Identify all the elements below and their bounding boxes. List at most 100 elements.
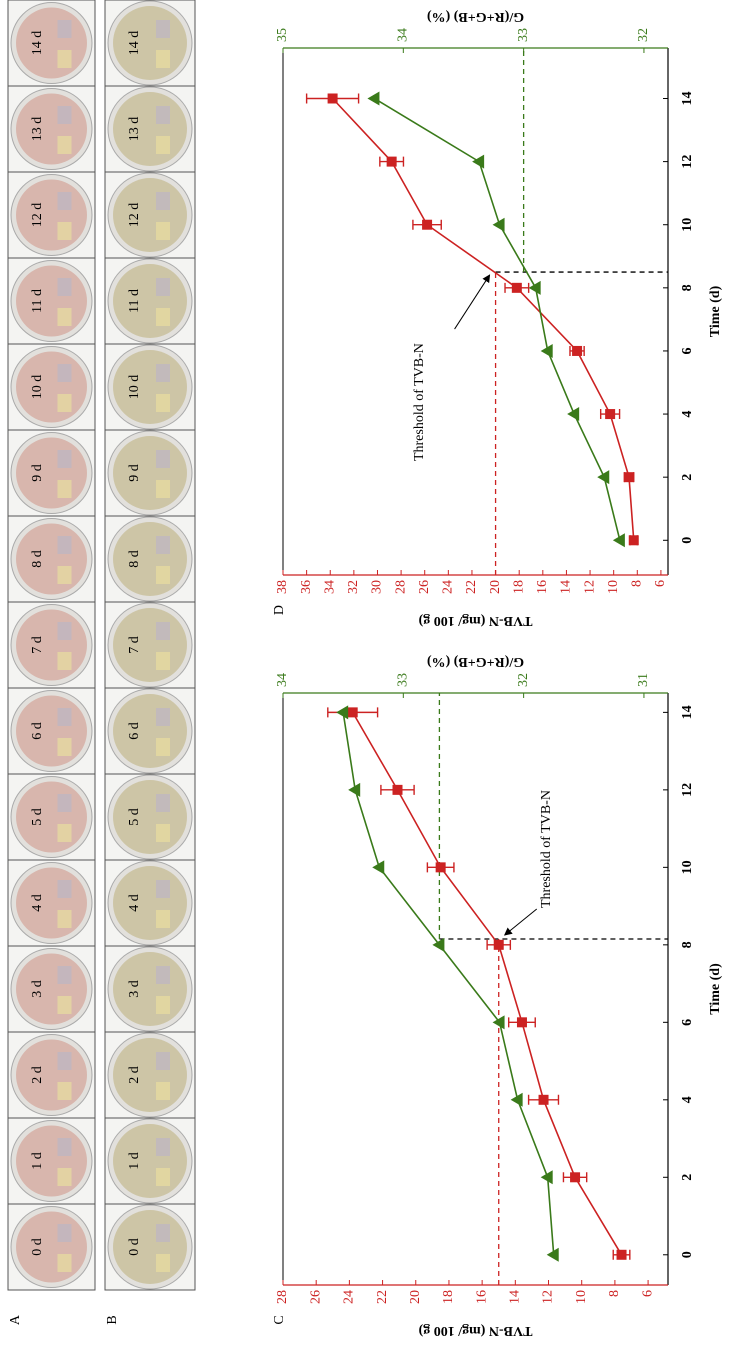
- sample: [156, 222, 170, 240]
- marker-square: [393, 785, 403, 795]
- plate: [16, 180, 87, 251]
- y2-axis-title: G/(R+G+B) (%): [427, 654, 525, 669]
- sample: [156, 364, 170, 382]
- plate-label: 0 d: [127, 1238, 142, 1256]
- x-axis-title: Time (d): [708, 285, 723, 337]
- y2-tick-label: 35: [275, 28, 290, 42]
- plate-label: 7 d: [127, 636, 142, 654]
- sample: [58, 622, 72, 640]
- y-axis-title: TVB-N (mg/ 100 g): [418, 613, 532, 628]
- marker-triangle: [472, 155, 484, 169]
- y-tick-label: 12: [582, 580, 597, 594]
- marker-square: [572, 346, 582, 356]
- sample: [58, 106, 72, 124]
- plate-label: 9 d: [30, 464, 45, 482]
- y-tick-label: 26: [417, 580, 432, 594]
- series-line: [374, 98, 619, 540]
- sample: [156, 308, 170, 326]
- sample: [156, 278, 170, 296]
- sample: [58, 652, 72, 670]
- y-tick-label: 22: [464, 580, 479, 594]
- plate: [113, 866, 187, 940]
- y-tick-label: 22: [375, 1290, 390, 1304]
- plate-label: 12 d: [30, 203, 45, 228]
- y-tick-label: 20: [408, 1290, 423, 1304]
- sample: [156, 966, 170, 984]
- sample: [156, 1168, 170, 1186]
- sample: [58, 20, 72, 38]
- plate-label: 4 d: [30, 894, 45, 912]
- plate-label: 6 d: [30, 722, 45, 740]
- sample: [58, 50, 72, 68]
- sample: [58, 222, 72, 240]
- y-tick-label: 32: [346, 580, 361, 594]
- sample: [58, 1254, 72, 1272]
- y-tick-label: 28: [275, 1290, 290, 1304]
- y-tick-label: 36: [299, 580, 314, 594]
- x-tick-label: 10: [680, 860, 695, 874]
- sample: [58, 910, 72, 928]
- y-tick-label: 24: [441, 580, 456, 594]
- marker-square: [436, 862, 446, 872]
- x-tick-label: 2: [680, 474, 695, 481]
- sample: [58, 1138, 72, 1156]
- marker-square: [422, 220, 432, 230]
- sample: [156, 880, 170, 898]
- sample: [58, 566, 72, 584]
- y-tick-label: 8: [607, 1290, 622, 1297]
- sample: [58, 880, 72, 898]
- plate: [16, 524, 87, 595]
- plate-label: 14 d: [127, 31, 142, 56]
- y2-tick-label: 32: [516, 673, 531, 687]
- annotation-arrow: [505, 909, 537, 935]
- plate: [16, 954, 87, 1025]
- y-tick-label: 14: [508, 1290, 523, 1304]
- plate-label: 2 d: [127, 1066, 142, 1084]
- sample: [156, 738, 170, 756]
- sample: [58, 192, 72, 210]
- y2-tick-label: 32: [636, 28, 651, 42]
- sample: [156, 824, 170, 842]
- y-tick-label: 6: [653, 580, 668, 587]
- marker-square: [387, 157, 397, 167]
- sample: [58, 278, 72, 296]
- plate: [113, 6, 187, 80]
- sample: [58, 996, 72, 1014]
- series-line: [343, 712, 554, 1254]
- sample: [156, 192, 170, 210]
- y-tick-label: 26: [308, 1290, 323, 1304]
- sample: [156, 536, 170, 554]
- sample: [156, 566, 170, 584]
- marker-square: [539, 1095, 549, 1105]
- sample: [156, 1254, 170, 1272]
- y-tick-label: 10: [574, 1290, 589, 1304]
- sample: [156, 910, 170, 928]
- marker-square: [328, 93, 338, 103]
- y-tick-label: 8: [630, 580, 645, 587]
- marker-square: [570, 1172, 580, 1182]
- plate: [113, 780, 187, 854]
- y-tick-label: 16: [535, 580, 550, 594]
- x-tick-label: 8: [680, 284, 695, 291]
- plate-label: 3 d: [30, 980, 45, 998]
- plate-label: 13 d: [127, 117, 142, 142]
- x-tick-label: 0: [680, 1251, 695, 1258]
- plate-label: 11 d: [30, 289, 45, 313]
- marker-square: [348, 707, 358, 717]
- y-tick-label: 12: [541, 1290, 556, 1304]
- y2-tick-label: 33: [516, 28, 531, 42]
- marker-square: [512, 283, 522, 293]
- plate: [113, 436, 187, 510]
- plate: [16, 266, 87, 337]
- marker-triangle: [367, 91, 379, 105]
- sample: [58, 308, 72, 326]
- plate-label: 14 d: [30, 31, 45, 56]
- sample: [156, 480, 170, 498]
- plate: [16, 352, 87, 423]
- marker-square: [517, 1017, 527, 1027]
- plate: [16, 1126, 87, 1197]
- sample: [58, 450, 72, 468]
- plate: [113, 522, 187, 596]
- marker-square: [617, 1250, 627, 1260]
- y-tick-label: 16: [474, 1290, 489, 1304]
